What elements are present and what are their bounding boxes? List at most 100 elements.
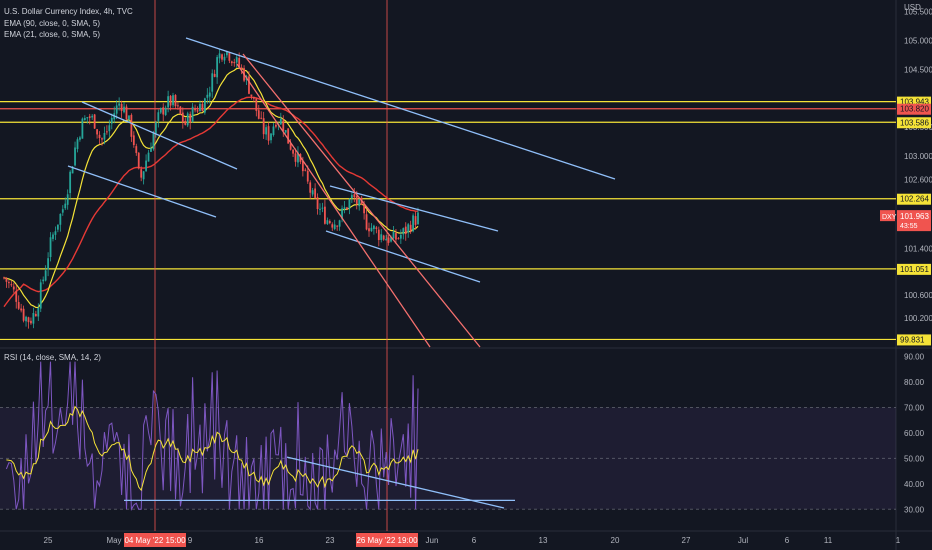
rsi-tick-label: 70.00 [904, 404, 925, 413]
candle-body [101, 138, 103, 140]
candle-body [154, 122, 157, 134]
candle-body [128, 115, 130, 120]
candle-body [34, 313, 37, 317]
chart-title: U.S. Dollar Currency Index, 4h, TVC [4, 7, 133, 16]
trendline [236, 63, 431, 348]
candle-body [257, 110, 260, 119]
candle-body [309, 182, 312, 193]
candle-body [211, 73, 214, 92]
candle-body [125, 106, 128, 120]
candle-body [348, 199, 351, 209]
horizontal-levels[interactable] [0, 101, 896, 341]
candle-body [363, 205, 366, 214]
candle-body [390, 236, 392, 242]
candle-body [157, 112, 160, 121]
candle-body [167, 96, 170, 108]
candle-body [174, 95, 177, 107]
candle-body [208, 92, 211, 97]
candle-body [169, 95, 172, 106]
candle-body [88, 116, 91, 118]
rsi-tick-label: 40.00 [904, 480, 925, 489]
candle-body [118, 103, 121, 106]
price-axis[interactable]: USD105.500105.000104.500103.500103.00010… [880, 3, 932, 514]
candle-body [218, 53, 221, 59]
candle-body [191, 106, 194, 123]
candle-body [123, 106, 125, 113]
candle-body [49, 237, 52, 257]
candle-body [3, 277, 5, 279]
candle-body [196, 110, 199, 112]
candle-body [56, 224, 59, 230]
time-axis[interactable]: 25 May 9 16 23 Jun 6 13 20 27 Jul 6 11 104 May '22 15… [44, 533, 901, 547]
candle-body [395, 233, 397, 240]
trendline [185, 37, 616, 180]
candle-body [412, 215, 415, 232]
candle-body [321, 207, 324, 209]
candle-body [223, 56, 226, 61]
candle-body [316, 197, 319, 210]
trendline [325, 230, 481, 283]
candle-body [221, 54, 223, 60]
symbol-tag [880, 210, 895, 222]
time-tick-label: 20 [611, 536, 620, 545]
candle-body [282, 120, 285, 131]
price-tick-label: 105.500 [904, 8, 932, 17]
ema90-path [3, 96, 418, 308]
time-marker-lines [154, 0, 388, 531]
candle-body [140, 169, 143, 178]
level-tag [897, 96, 931, 108]
trendlines[interactable] [67, 37, 616, 348]
candle-body [76, 139, 79, 150]
rsi-legend[interactable]: RSI (14, close, SMA, 14, 2) [4, 353, 101, 362]
candle-body [74, 147, 76, 166]
time-tick-label: 6 [472, 536, 477, 545]
candle-body [306, 170, 309, 182]
candle-body [373, 225, 375, 229]
candle-body [12, 286, 15, 290]
candle-body [15, 291, 18, 302]
candle-body [54, 231, 57, 235]
candle-body [177, 105, 179, 107]
candle-body [216, 57, 219, 78]
candle-body [66, 194, 69, 205]
candle-body [186, 113, 189, 126]
rsi-ma-path [6, 405, 419, 492]
price-tick-label: 105.000 [904, 36, 932, 45]
level-tag-label: 103.586 [900, 118, 929, 127]
rsi-trendline [286, 456, 505, 509]
candle-body [311, 190, 314, 195]
candle-body [304, 169, 307, 171]
candle-body [417, 212, 419, 225]
time-tick-label: 11 [824, 536, 833, 545]
level-tag [897, 263, 931, 275]
candle-body [145, 160, 147, 172]
candle-body [199, 103, 201, 112]
ema90-legend[interactable]: EMA (90, close, 0, SMA, 5) [4, 19, 101, 28]
candle-body [275, 124, 277, 127]
candle-body [32, 313, 35, 324]
candles[interactable] [3, 48, 419, 329]
candle-body [184, 120, 187, 125]
time-marker-label: 26 May '22 19:00 [356, 536, 418, 545]
candle-body [341, 208, 343, 219]
candle-body [59, 213, 62, 225]
candle-body [336, 225, 339, 227]
candle-body [22, 308, 25, 321]
candle-body [7, 282, 10, 284]
candle-body [343, 207, 346, 210]
candle-body [108, 125, 111, 132]
candle-body [333, 224, 336, 229]
candle-body [181, 112, 184, 123]
candle-body [284, 130, 287, 133]
currency-label: USD [904, 3, 921, 12]
time-tick-label: 13 [539, 536, 548, 545]
time-tick-label: 1 [896, 536, 901, 545]
candle-body [96, 129, 98, 135]
candle-body [130, 114, 133, 137]
level-tag [897, 334, 931, 346]
candle-body [270, 133, 272, 141]
candle-body [368, 228, 370, 232]
ema21-legend[interactable]: EMA (21, close, 0, SMA, 5) [4, 30, 101, 39]
candle-body [103, 132, 106, 140]
